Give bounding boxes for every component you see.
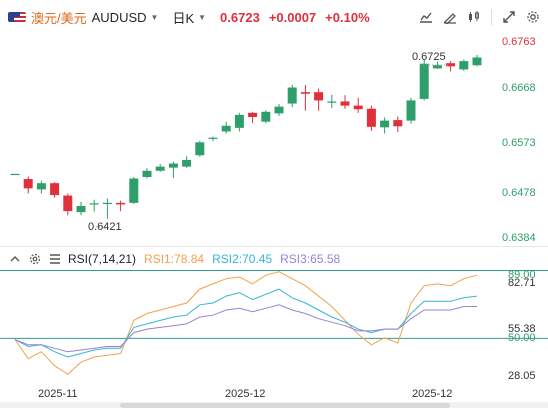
candlestick-type-icon[interactable]: [465, 8, 483, 26]
price-change: +0.0007: [268, 9, 317, 25]
candle-body[interactable]: [36, 183, 46, 190]
candle-body[interactable]: [274, 106, 284, 114]
settings-icon[interactable]: [524, 8, 542, 26]
candle-body[interactable]: [419, 63, 429, 99]
candle-body[interactable]: [116, 202, 126, 205]
candle-body[interactable]: [168, 163, 178, 168]
candle-body[interactable]: [23, 179, 33, 189]
line-chart-icon[interactable]: [417, 8, 435, 26]
high-price-annotation: 0.6725: [412, 51, 446, 63]
time-scroll-thumb[interactable]: [120, 403, 450, 408]
candle-body[interactable]: [76, 205, 86, 213]
candle-body[interactable]: [406, 100, 416, 121]
candle-body[interactable]: [89, 203, 99, 205]
toolbar-divider: [491, 9, 492, 25]
candle-body[interactable]: [432, 65, 442, 69]
indicator-list-icon[interactable]: [48, 252, 62, 266]
candle-body[interactable]: [287, 87, 297, 104]
x-axis-label: 2025-12: [225, 388, 266, 400]
candle-body[interactable]: [234, 114, 244, 128]
candle-body[interactable]: [380, 120, 390, 128]
symbol-name[interactable]: 澳元/美元: [31, 10, 87, 26]
candle-body[interactable]: [50, 183, 60, 196]
rsi-axis-label: 82.71: [508, 277, 536, 289]
candle-body[interactable]: [366, 108, 376, 127]
expand-icon[interactable]: [500, 8, 518, 26]
candle-body[interactable]: [221, 125, 231, 132]
rsi-axis-label: 55.38: [508, 323, 536, 335]
candle-body[interactable]: [472, 57, 482, 66]
rsi-series-line: [14, 288, 478, 358]
period-dropdown-caret-icon[interactable]: ▼: [198, 12, 207, 22]
price-axis-label: 0.6573: [502, 137, 536, 149]
candle-body[interactable]: [10, 173, 20, 176]
aud-usd-flag-icon: [8, 11, 26, 23]
draw-tool-icon[interactable]: [441, 8, 459, 26]
candle-body[interactable]: [261, 111, 271, 122]
rsi-indicator-label[interactable]: RSI(7,14,21): [68, 252, 137, 266]
rsi-series-line: [14, 271, 478, 375]
x-axis-label: 2025-11: [38, 388, 78, 400]
current-price: 0.6723: [220, 9, 260, 25]
price-axis-label: 0.6478: [502, 187, 536, 199]
symbol-dropdown-caret-icon[interactable]: ▼: [150, 12, 159, 22]
period-selector[interactable]: 日K: [172, 10, 195, 26]
rsi-axis-label: 89.00: [508, 269, 536, 281]
candle-body[interactable]: [340, 101, 350, 106]
indicator-settings-icon[interactable]: [28, 252, 42, 266]
chart-toolbar: 澳元/美元 AUDUSD ▼ 日K ▼ 0.6723 +0.0007 +0.10…: [0, 0, 548, 34]
candle-body[interactable]: [248, 112, 258, 117]
price-axis-label: 0.6763: [502, 36, 536, 48]
rsi-series-line: [14, 304, 477, 353]
symbol-code[interactable]: AUDUSD: [91, 9, 147, 25]
rsi2-value: RSI2:70.45: [212, 252, 273, 266]
candle-body[interactable]: [182, 159, 192, 167]
collapse-icon[interactable]: [8, 252, 22, 266]
candle-body[interactable]: [314, 92, 324, 101]
candle-body[interactable]: [155, 166, 165, 171]
price-change-percent: +0.10%: [325, 9, 370, 25]
low-price-annotation: 0.6421: [88, 221, 122, 233]
rsi3-value: RSI3:65.58: [280, 252, 341, 266]
price-axis-label: 0.6384: [502, 232, 536, 244]
candle-body[interactable]: [459, 61, 469, 70]
candle-body[interactable]: [208, 137, 218, 139]
candle-body[interactable]: [300, 92, 310, 94]
candle-body[interactable]: [142, 170, 152, 177]
candle-body[interactable]: [446, 63, 456, 67]
rsi-axis-label: 28.05: [508, 370, 536, 382]
price-axis-label: 0.6668: [502, 82, 536, 94]
candle-body[interactable]: [63, 195, 73, 212]
rsi-axis-label: 50.00: [508, 332, 536, 344]
candle-body[interactable]: [353, 105, 363, 110]
candle-body[interactable]: [393, 120, 403, 127]
candle-body[interactable]: [327, 101, 337, 103]
candle-body[interactable]: [129, 178, 139, 203]
rsi-legend: RSI(7,14,21) RSI1:78.84 RSI2:70.45 RSI3:…: [8, 252, 340, 266]
candle-body[interactable]: [102, 202, 112, 205]
x-axis-label: 2025-12: [412, 388, 453, 400]
candle-body[interactable]: [195, 142, 205, 156]
rsi1-value: RSI1:78.84: [144, 252, 205, 266]
